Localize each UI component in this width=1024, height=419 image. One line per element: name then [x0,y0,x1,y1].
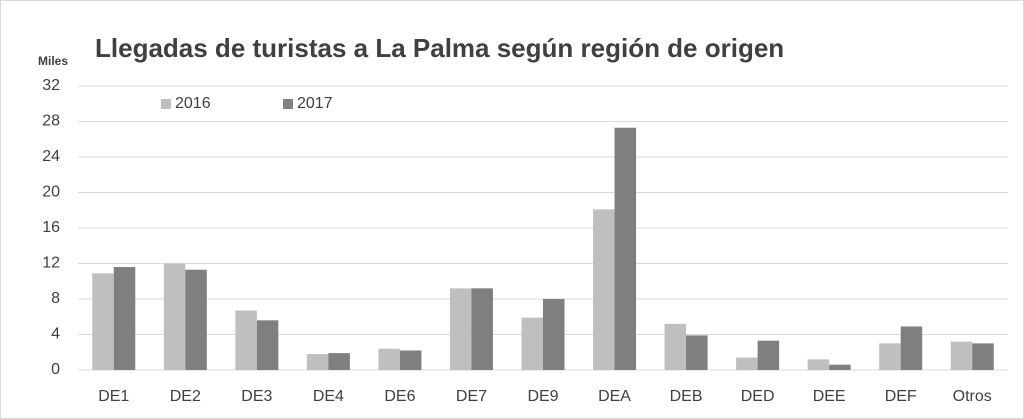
x-tick-label: DE9 [527,388,558,405]
legend-swatch [161,99,171,109]
x-tick-label: Otros [953,388,992,405]
bar [471,288,493,370]
bar [686,335,708,370]
bar [972,343,994,370]
bar [807,359,830,370]
chart-title: Llegadas de turistas a La Palma según re… [95,33,784,63]
legend-label: 2016 [175,95,211,112]
y-tick-label: 4 [51,326,60,343]
bar [235,310,257,370]
y-tick-label: 16 [42,219,60,236]
legend-label: 2017 [297,95,333,112]
y-tick-label: 24 [42,148,60,165]
bar [92,273,114,370]
x-tick-label: DED [741,388,775,405]
bar [879,343,901,370]
bar [593,209,615,370]
y-tick-label: 0 [51,361,60,378]
legend-swatch [283,99,293,109]
x-tick-label: DE4 [313,388,344,405]
bar [378,348,400,370]
x-tick-label: DE7 [456,388,487,405]
bar [664,323,687,370]
x-tick-label: DEB [670,388,703,405]
y-tick-label: 32 [42,77,60,94]
bar [543,299,565,370]
bar [256,320,279,370]
y-tick-label: 28 [42,113,60,130]
bar [614,127,637,371]
bar [306,354,329,370]
bar [757,340,780,370]
bar [328,353,350,370]
bar [399,350,422,370]
y-tick-label: 8 [51,290,60,307]
bar [900,326,923,370]
x-tick-label: DEF [885,388,917,405]
x-tick-label: DE6 [384,388,415,405]
bar [113,267,136,370]
bar [736,357,758,370]
bar [829,364,851,370]
y-tick-label: 12 [42,255,60,272]
bar [449,288,472,370]
bar [185,269,207,370]
y-axis-label: Miles [38,54,68,68]
x-tick-label: DE3 [241,388,272,405]
y-tick-label: 20 [42,184,60,201]
x-tick-label: DE2 [170,388,201,405]
x-tick-label: DE1 [98,388,129,405]
x-tick-label: DEE [813,388,846,405]
bar [521,317,543,370]
bar [950,341,973,370]
x-tick-label: DEA [598,388,631,405]
bar [163,263,186,370]
